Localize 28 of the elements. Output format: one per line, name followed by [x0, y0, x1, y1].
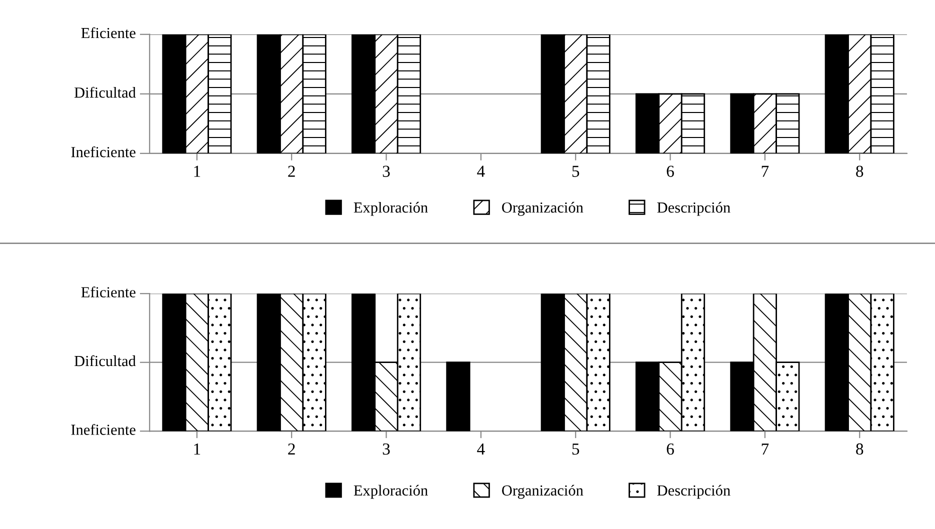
x-tick-label: 5 — [572, 166, 580, 177]
ref-line-label: Dificultad — [74, 86, 136, 98]
x-tick-label: 4 — [477, 444, 485, 455]
x-tick-label: 4 — [477, 166, 485, 177]
legend-label: Organización — [502, 202, 584, 216]
x-tick-label: 6 — [666, 166, 674, 177]
x-tick-label: 2 — [288, 166, 295, 177]
x-tick-label: 8 — [856, 166, 864, 177]
x-tick-label: 7 — [762, 166, 769, 177]
x-tick-label: 7 — [762, 444, 769, 455]
x-tick-label: 1 — [194, 444, 200, 455]
ref-line-label: Eficiente — [81, 286, 136, 298]
x-tick-label: 3 — [382, 166, 390, 177]
x-tick-label: 2 — [288, 443, 295, 455]
x-tick-label: 3 — [382, 443, 390, 455]
x-tick-label: 5 — [572, 444, 580, 455]
x-tick-label: 6 — [666, 443, 674, 455]
x-tick-label: 1 — [194, 166, 200, 177]
ref-line-label: Dificultad — [74, 355, 136, 366]
ref-line-label: Eficiente — [81, 27, 136, 38]
ref-line-label: Ineficiente — [71, 424, 136, 435]
legend-label: Exploración — [354, 202, 428, 216]
legend-label: Organización — [502, 484, 584, 499]
legend-label: Descripción — [657, 202, 730, 216]
x-tick-label: 8 — [856, 443, 864, 455]
legend-label: Exploración — [354, 484, 428, 499]
legend-label: Descripción — [657, 484, 730, 499]
ref-line-label: Ineficiente — [71, 146, 136, 158]
